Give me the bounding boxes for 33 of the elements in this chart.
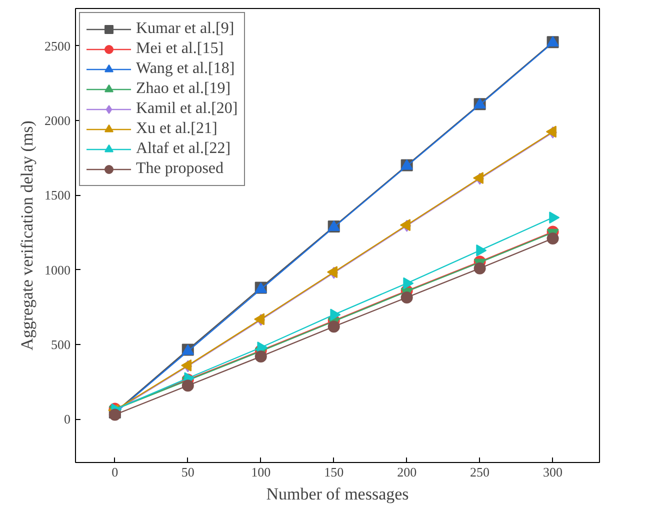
x-axis-title: Number of messages [266,484,409,504]
legend-label: Zhao et al.[19] [136,80,231,98]
point [400,219,411,232]
point [182,380,194,392]
legend-label: Mei et al.[15] [136,40,224,58]
x-tick-label: 50 [181,464,194,480]
point [474,262,486,274]
x-tick-label: 0 [112,464,118,480]
point [400,291,413,304]
y-tick-label: 1000 [44,262,70,278]
legend-label: Xu et al.[21] [136,120,218,138]
y-tick-label: 500 [51,337,70,352]
x-tick-label: 250 [470,464,490,480]
legend-label: The proposed [136,160,224,178]
legend-label: Kamil et al.[20] [136,100,238,118]
y-tick-label: 2000 [44,113,70,128]
y-tick-label: 0 [64,412,70,427]
point [181,359,192,372]
legend-label: Kumar et al.[9] [136,20,234,38]
y-axis-title: Aggregate verification delay (ms) [18,120,36,350]
point [546,232,559,244]
point [254,350,267,362]
legend-label: Altaf et al.[22] [136,140,231,158]
y-tick-label: 2500 [44,38,70,54]
x-tick-label: 300 [543,464,563,480]
x-tick-label: 100 [251,464,271,480]
point [254,313,265,326]
x-tick-label: 150 [324,464,344,480]
legend-label: Wang et al.[18] [136,60,235,78]
x-tick-label: 200 [397,464,417,480]
point [327,266,338,278]
point [328,320,340,333]
y-tick-label: 1500 [44,188,70,203]
